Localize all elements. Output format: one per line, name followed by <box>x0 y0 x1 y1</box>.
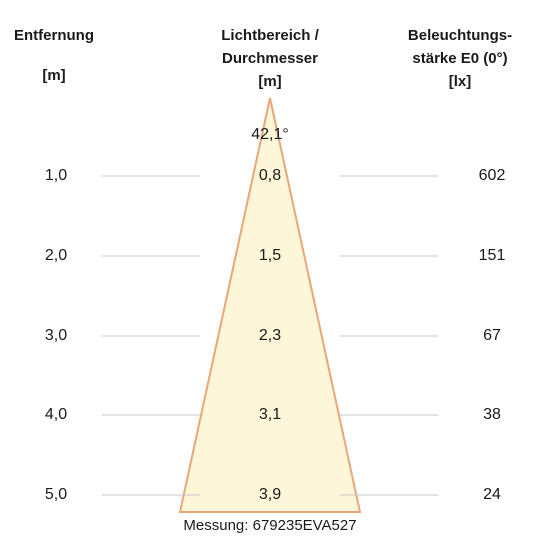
illuminance-header-unit: [lx] <box>448 73 472 90</box>
distance-value: 5,0 <box>44 486 68 503</box>
diameter-value: 3,1 <box>258 406 282 423</box>
beam-angle-label: 42,1° <box>251 126 289 143</box>
distance-value: 3,0 <box>44 327 68 344</box>
light-cone <box>178 97 362 513</box>
measurement-footer: Messung: 679235EVA527 <box>183 517 357 534</box>
distance-value: 2,0 <box>44 247 68 264</box>
illuminance-header-line2: stärke E0 (0°) <box>412 50 508 67</box>
diameter-value: 1,5 <box>258 247 282 264</box>
illuminance-value: 602 <box>478 167 506 184</box>
area-header-unit: [m] <box>258 73 282 90</box>
diameter-value: 0,8 <box>258 167 282 184</box>
diameter-value: 2,3 <box>258 327 282 344</box>
distance-value: 1,0 <box>44 167 68 184</box>
area-header-line1: Lichtbereich / <box>221 27 319 44</box>
illuminance-value: 151 <box>478 247 506 264</box>
area-header-line2: Durchmesser <box>222 50 318 67</box>
illuminance-value: 24 <box>483 486 501 503</box>
distance-header-unit: [m] <box>42 67 66 84</box>
illuminance-header-line1: Beleuchtungs- <box>407 27 513 44</box>
illuminance-header: Beleuchtungs- stärke E0 (0°) [lx] <box>395 24 525 93</box>
diameter-value: 3,9 <box>258 486 282 503</box>
illuminance-value: 67 <box>483 327 501 344</box>
distance-header-label: Entfernung <box>14 27 94 44</box>
area-header: Lichtbereich / Durchmesser [m] <box>205 24 335 93</box>
illuminance-value: 38 <box>483 406 501 423</box>
distance-header: Entfernung [m] <box>8 24 100 87</box>
distance-value: 4,0 <box>44 406 68 423</box>
